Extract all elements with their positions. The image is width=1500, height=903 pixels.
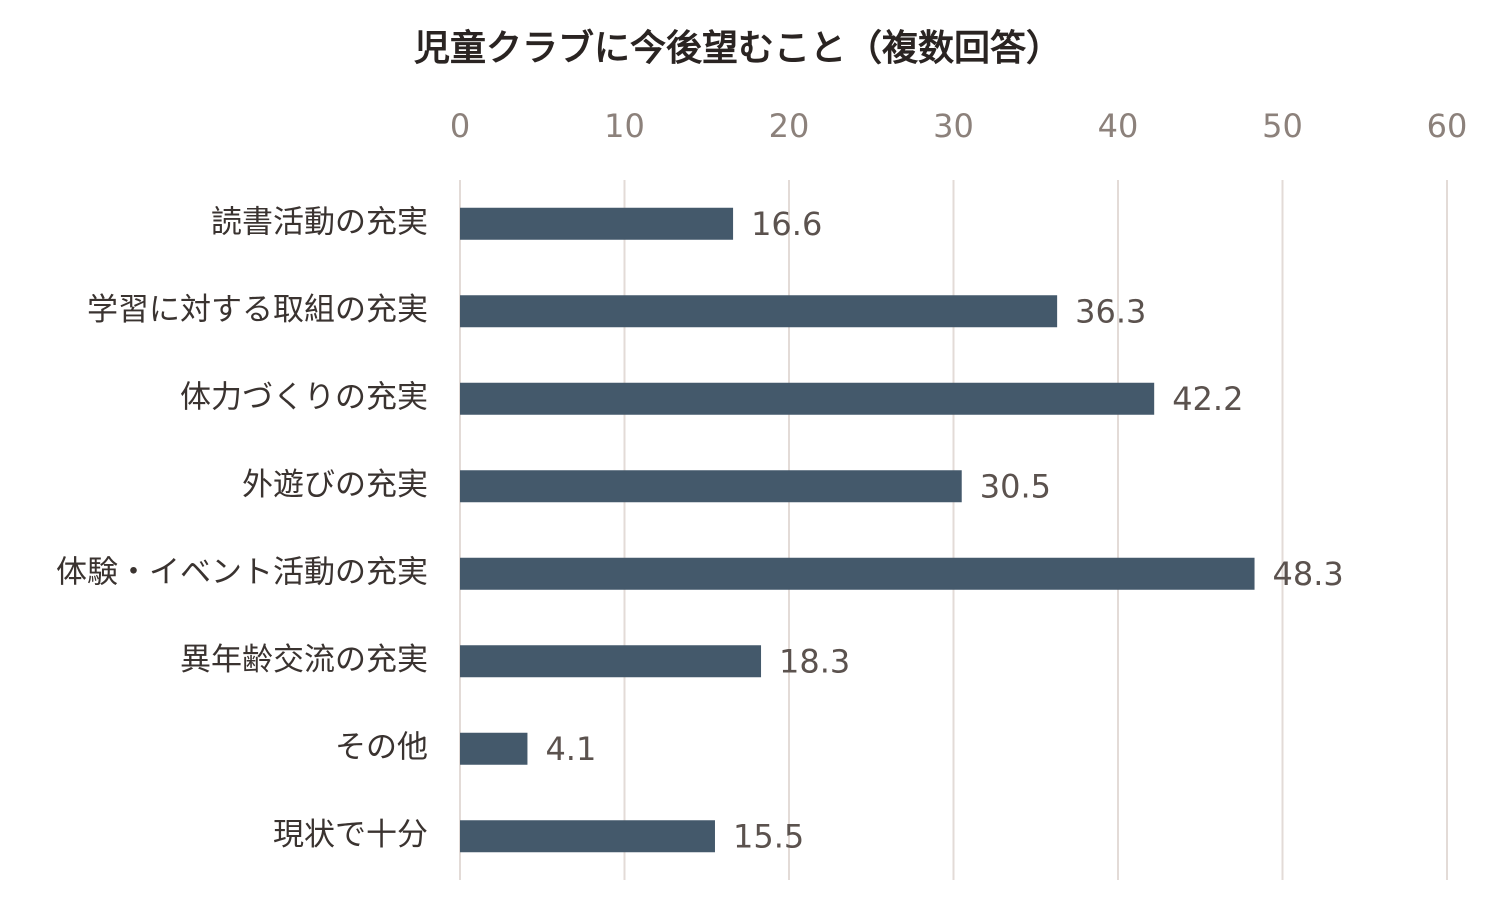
y-tick-label: 外遊びの充実 [242,467,428,503]
bar [460,295,1058,328]
y-tick-label: 現状で十分 [273,817,428,853]
value-label: 36.3 [1075,292,1146,330]
x-tick-label: 60 [1427,107,1468,145]
value-label: 30.5 [980,467,1051,505]
value-label: 4.1 [545,730,596,768]
x-tick-label: 20 [769,107,810,145]
bar [460,820,715,853]
x-tick-label: 0 [450,107,470,145]
value-label: 42.2 [1172,380,1243,418]
bar [460,470,962,503]
value-label: 15.5 [733,817,804,855]
value-label: 48.3 [1273,555,1344,593]
y-tick-label: 学習に対する取組の充実 [87,292,428,328]
y-tick-label: 読書活動の充実 [211,204,428,240]
bar [460,557,1255,590]
bar [460,382,1155,415]
y-tick-label: 体力づくりの充実 [180,379,428,415]
x-tick-label: 50 [1262,107,1303,145]
value-label: 18.3 [779,642,850,680]
y-tick-label: その他 [335,729,428,765]
value-label: 16.6 [751,205,822,243]
y-tick-label: 異年齢交流の充実 [180,642,428,678]
x-tick-label: 30 [933,107,974,145]
bar [460,645,762,678]
bar [460,732,528,765]
x-tick-label: 40 [1098,107,1139,145]
chart-title: 児童クラブに今後望むこと（複数回答） [414,27,1062,69]
bar [460,207,734,240]
x-tick-label: 10 [604,107,645,145]
y-tick-label: 体験・イベント活動の充実 [56,554,428,590]
